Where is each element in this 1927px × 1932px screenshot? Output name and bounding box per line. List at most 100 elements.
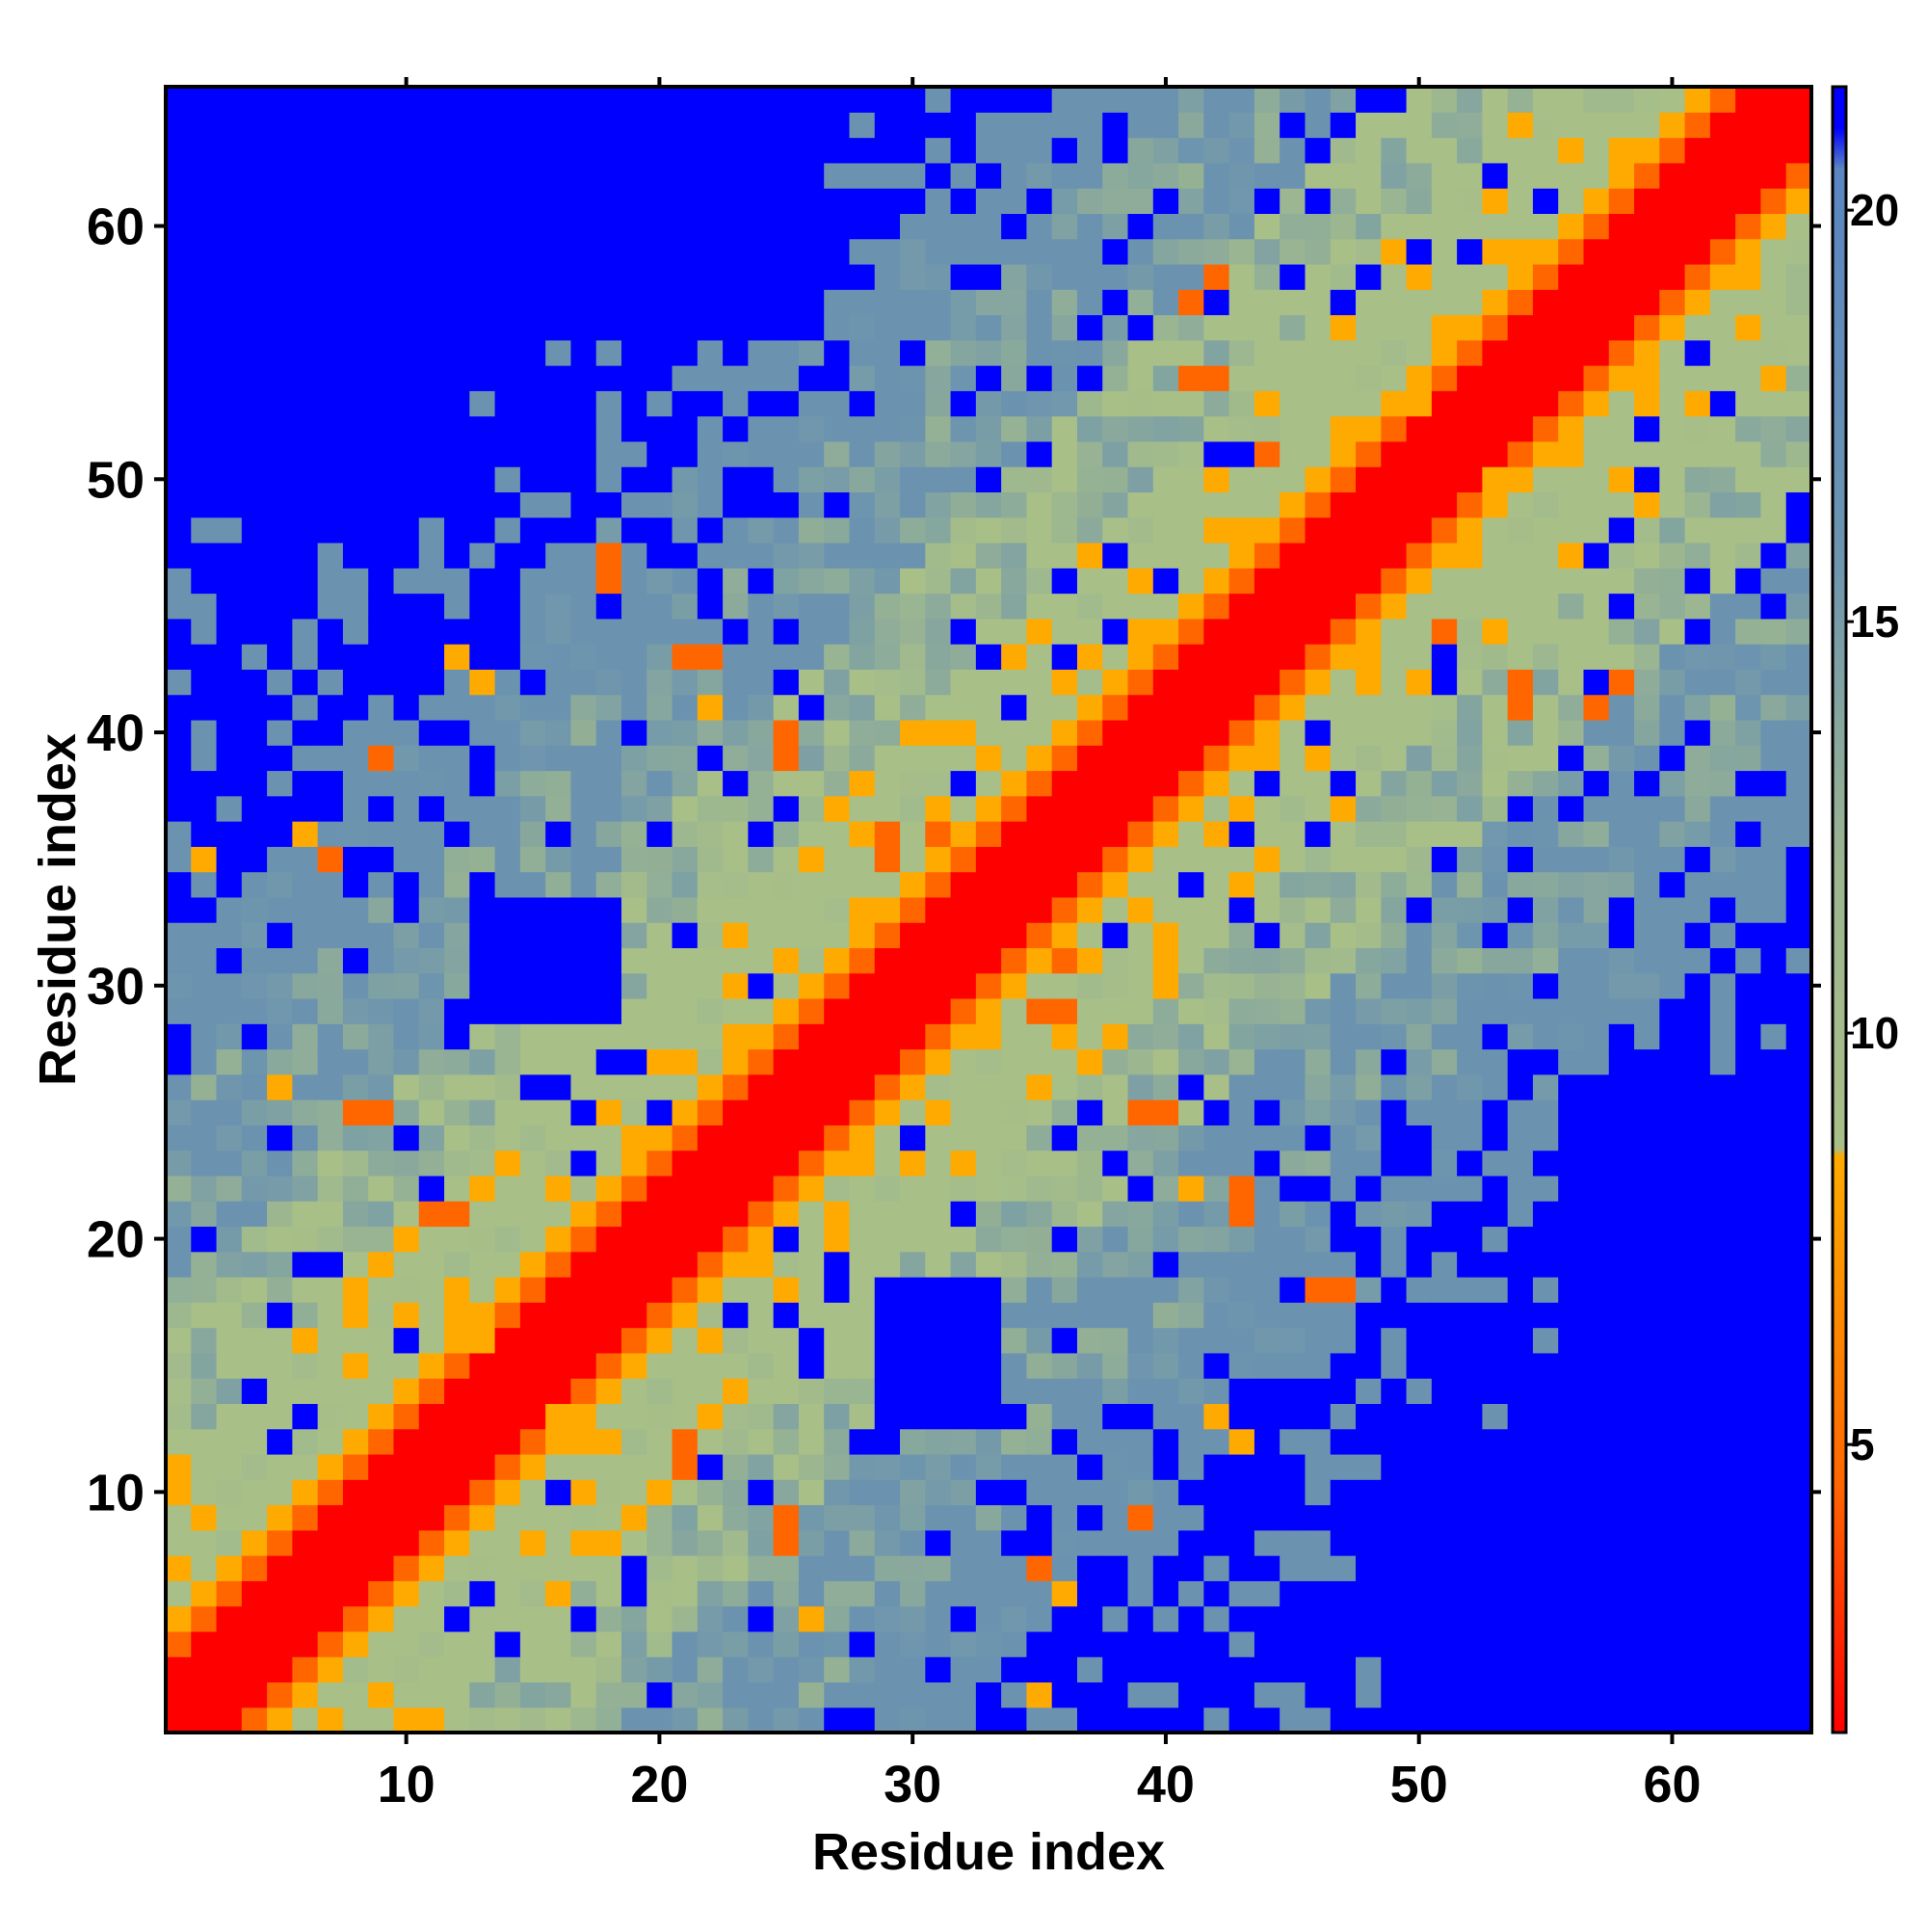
heatmap-cell	[292, 1226, 319, 1253]
heatmap-cell	[191, 1175, 218, 1202]
heatmap-cell	[1558, 593, 1585, 620]
heatmap-cell	[241, 618, 268, 645]
heatmap-cell	[1330, 365, 1357, 391]
heatmap-cell	[1001, 1302, 1028, 1329]
heatmap-cell	[1507, 542, 1534, 569]
heatmap-cell	[950, 1251, 977, 1278]
heatmap-cell	[1381, 87, 1408, 113]
heatmap-cell	[1203, 1403, 1230, 1430]
heatmap-cell	[267, 516, 293, 543]
heatmap-cell	[1381, 1707, 1408, 1734]
heatmap-cell	[166, 112, 192, 139]
heatmap-cell	[1228, 1327, 1255, 1354]
heatmap-cell	[570, 770, 597, 797]
heatmap-cell	[292, 1504, 319, 1531]
heatmap-cell	[1381, 1352, 1408, 1379]
heatmap-cell	[595, 1630, 622, 1657]
heatmap-cell	[1381, 644, 1408, 670]
heatmap-cell	[824, 314, 851, 341]
heatmap-cell	[1051, 846, 1078, 873]
heatmap-cell	[874, 289, 901, 316]
heatmap-cell	[620, 1175, 647, 1202]
heatmap-cell	[1203, 1428, 1230, 1455]
heatmap-cell	[216, 1428, 243, 1455]
heatmap-cell	[1735, 593, 1762, 620]
heatmap-cell	[1381, 390, 1408, 417]
heatmap-cell	[1280, 188, 1307, 214]
heatmap-cell	[824, 466, 851, 493]
heatmap-cell	[1051, 1681, 1078, 1708]
heatmap-cell	[723, 745, 749, 772]
heatmap-cell	[469, 112, 496, 139]
heatmap-cell	[697, 1150, 724, 1177]
heatmap-cell	[1785, 314, 1812, 341]
heatmap-cell	[241, 947, 268, 974]
heatmap-cell	[1532, 440, 1559, 467]
heatmap-cell	[342, 87, 369, 113]
heatmap-cell	[241, 972, 268, 999]
heatmap-cell	[519, 238, 546, 265]
heatmap-cell	[1178, 1302, 1204, 1329]
heatmap-cell	[494, 871, 521, 898]
heatmap-cell	[393, 1327, 420, 1354]
heatmap-cell	[595, 1555, 622, 1581]
heatmap-cell	[1356, 440, 1382, 467]
heatmap-cell	[1001, 263, 1028, 290]
heatmap-cell	[368, 1327, 395, 1354]
heatmap-cell	[1102, 415, 1129, 442]
heatmap-cell	[1001, 972, 1028, 999]
heatmap-cell	[1076, 745, 1103, 772]
heatmap-cell	[798, 871, 825, 898]
heatmap-cell	[342, 821, 369, 847]
heatmap-cell	[1735, 1529, 1762, 1556]
heatmap-cell	[950, 112, 977, 139]
heatmap-cell	[874, 1327, 901, 1354]
heatmap-cell	[1406, 1327, 1433, 1354]
heatmap-cell	[950, 1504, 977, 1531]
heatmap-cell	[697, 466, 724, 493]
heatmap-cell	[620, 137, 647, 164]
heatmap-cell	[317, 1580, 344, 1607]
heatmap-cell	[191, 694, 218, 721]
heatmap-cell	[1709, 1125, 1736, 1151]
heatmap-cell	[1381, 1327, 1408, 1354]
heatmap-cell	[723, 1504, 749, 1531]
heatmap-cell	[166, 188, 192, 214]
heatmap-cell	[1076, 1605, 1103, 1632]
heatmap-cell	[1152, 1656, 1179, 1683]
heatmap-cell	[1735, 795, 1762, 822]
heatmap-cell	[697, 694, 724, 721]
heatmap-cell	[595, 1175, 622, 1202]
heatmap-cell	[1558, 1352, 1585, 1379]
heatmap-cell	[191, 1073, 218, 1100]
heatmap-cell	[191, 1656, 218, 1683]
heatmap-cell	[1558, 1201, 1585, 1228]
heatmap-cell	[1203, 1099, 1230, 1125]
heatmap-cell	[900, 1605, 926, 1632]
heatmap-cell	[317, 846, 344, 873]
heatmap-cell	[342, 1630, 369, 1657]
heatmap-cell	[1203, 263, 1230, 290]
heatmap-cell	[723, 1605, 749, 1632]
heatmap-cell	[519, 1453, 546, 1480]
heatmap-cell	[620, 365, 647, 391]
heatmap-cell	[1659, 1504, 1686, 1531]
heatmap-cell	[1507, 1580, 1534, 1607]
heatmap-cell	[393, 1251, 420, 1278]
heatmap-cell	[1102, 1150, 1129, 1177]
heatmap-cell	[874, 137, 901, 164]
heatmap-cell	[1507, 1605, 1534, 1632]
heatmap-cell	[1608, 1175, 1635, 1202]
heatmap-cell	[1330, 238, 1357, 265]
heatmap-cell	[191, 440, 218, 467]
heatmap-cell	[469, 1453, 496, 1480]
heatmap-cell	[241, 1580, 268, 1607]
heatmap-cell	[925, 263, 952, 290]
heatmap-cell	[1178, 137, 1204, 164]
heatmap-cell	[1305, 1150, 1332, 1177]
heatmap-cell	[317, 1048, 344, 1075]
heatmap-cell	[1709, 1707, 1736, 1734]
heatmap-cell	[824, 1251, 851, 1278]
heatmap-cell	[1381, 466, 1408, 493]
heatmap-cell	[191, 1479, 218, 1506]
